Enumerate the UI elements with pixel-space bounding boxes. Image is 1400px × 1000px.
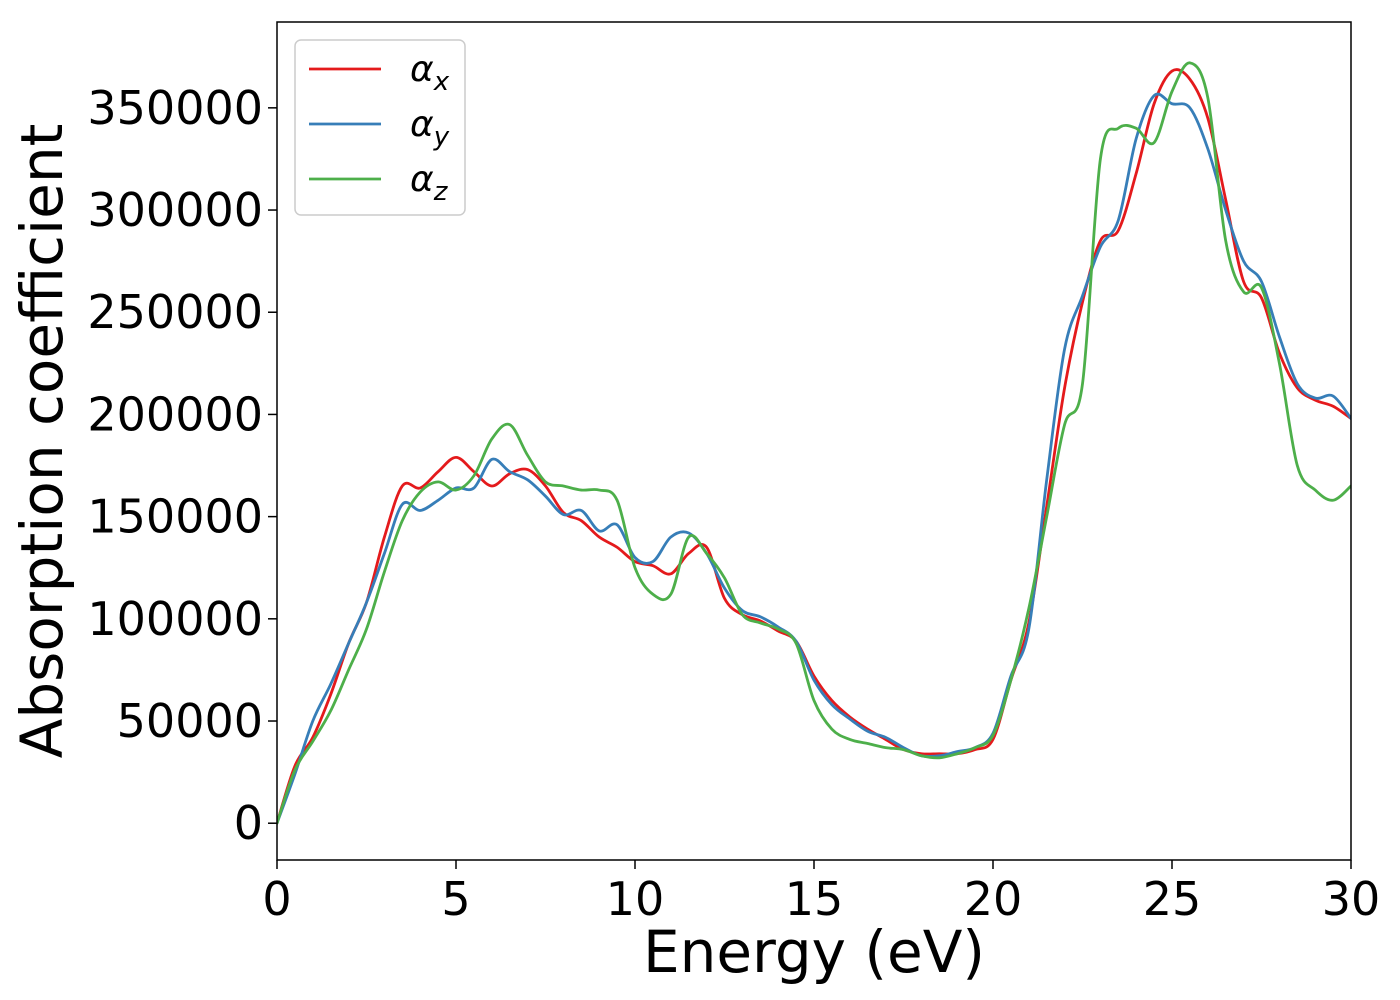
legend-subscript: y [433,122,450,152]
legend-subscript: z [433,177,449,207]
x-tick-label: 5 [441,872,470,926]
legend-label-y: αy [410,104,450,152]
series-line-x [277,68,1351,825]
series-layer [277,61,1351,825]
x-tick-label: 0 [262,872,291,926]
y-tick-label: 0 [234,796,263,850]
y-tick-label: 150000 [87,490,263,544]
y-tick-label: 300000 [87,183,263,237]
series-line-z [277,61,1351,825]
x-tick-label: 25 [1143,872,1202,926]
legend-symbol: α [410,49,434,90]
y-tick-label: 200000 [87,387,263,441]
legend-label-x: αx [410,49,450,97]
legend-symbol: α [410,159,434,200]
y-tick-label: 350000 [87,81,263,135]
legend-label-z: αz [410,159,449,207]
x-axis-title: Energy (eV) [643,918,985,986]
x-tick-label: 30 [1322,872,1381,926]
legend-subscript: x [433,67,450,97]
x-tick-label: 10 [606,872,665,926]
y-tick-label: 100000 [87,592,263,646]
y-axis: 0 50000 100000 150000 200000 250000 300000 3500… [87,81,277,850]
y-tick-label: 50000 [117,694,263,748]
legend-box [294,39,466,216]
x-axis: 0 5 10 15 20 25 30 [262,860,1380,926]
y-axis-title: Absorption coefficient [8,124,76,759]
x-tick-label: 20 [964,872,1023,926]
legend-symbol: α [410,104,434,145]
series-line-y [277,92,1351,825]
x-tick-label: 15 [785,872,844,926]
y-tick-label: 250000 [87,285,263,339]
